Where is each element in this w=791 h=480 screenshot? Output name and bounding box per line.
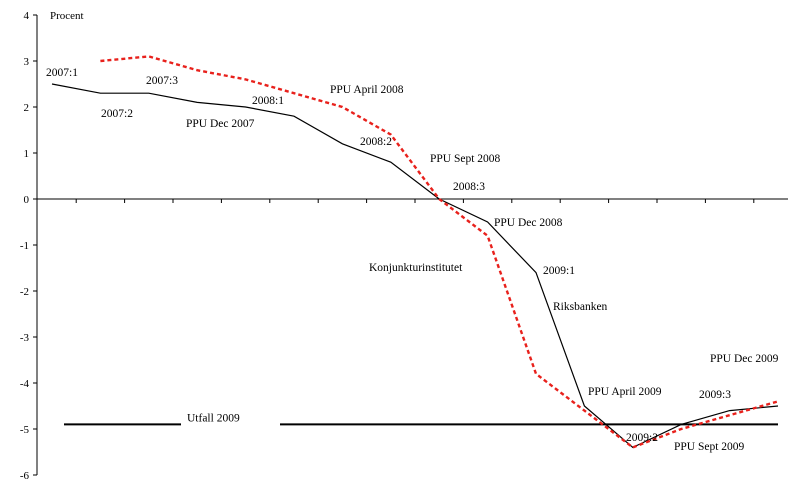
annotation-2009-3: 2009:3 xyxy=(699,389,731,401)
annotation-2007-2: 2007:2 xyxy=(101,108,133,120)
annotation-ppu-april-2009: PPU April 2009 xyxy=(588,386,662,398)
annotation-2007-1: 2007:1 xyxy=(46,67,78,79)
y-tick-label: 0 xyxy=(24,194,30,206)
y-tick-label: -6 xyxy=(20,470,30,480)
annotation-2007-3: 2007:3 xyxy=(146,75,178,87)
y-tick-label: -2 xyxy=(20,286,29,298)
annotation-2009-1: 2009:1 xyxy=(543,265,575,277)
annotation-ppu-sept-2008: PPU Sept 2008 xyxy=(430,153,501,165)
outcome-layer: Utfall 2009 xyxy=(64,412,778,426)
annotation-ppu-dec-2009: PPU Dec 2009 xyxy=(710,353,779,365)
annotation-konjunkturinstitutet: Konjunkturinstitutet xyxy=(369,262,463,274)
y-tick-label: -5 xyxy=(20,424,30,436)
y-tick-label: 3 xyxy=(24,56,30,68)
y-tick-label: -3 xyxy=(20,332,30,344)
annotation-2008-3: 2008:3 xyxy=(453,181,485,193)
series-layer xyxy=(51,55,779,449)
y-tick-label: -4 xyxy=(20,378,30,390)
outcome-label: Utfall 2009 xyxy=(187,412,240,424)
annotation-2009-2: 2009:2 xyxy=(626,432,658,444)
series-line-konjunkturinstitutet xyxy=(100,55,779,449)
y-tick-label: 1 xyxy=(24,148,30,160)
y-tick-label: 4 xyxy=(24,10,30,22)
annotation-riksbanken: Riksbanken xyxy=(553,301,608,313)
y-tick-label: 2 xyxy=(24,102,30,114)
annotation-2008-1: 2008:1 xyxy=(252,95,284,107)
annotation-layer: 2007:1 2007:2 2007:3 2008:1 2008:2 2008:… xyxy=(46,67,779,453)
y-axis-label: Procent xyxy=(50,10,84,22)
annotation-ppu-dec-2008: PPU Dec 2008 xyxy=(494,217,563,229)
annotation-ppu-dec-2007: PPU Dec 2007 xyxy=(186,118,255,130)
y-tick-label: -1 xyxy=(20,240,29,252)
series-line-riksbanken xyxy=(51,83,779,449)
annotation-ppu-april-2008: PPU April 2008 xyxy=(330,84,404,96)
annotation-ppu-sept-2009: PPU Sept 2009 xyxy=(674,441,745,453)
annotation-2008-2: 2008:2 xyxy=(360,136,392,148)
axes: 4 3 2 1 0 -1 -2 -3 -4 -5 -6 xyxy=(20,10,788,480)
